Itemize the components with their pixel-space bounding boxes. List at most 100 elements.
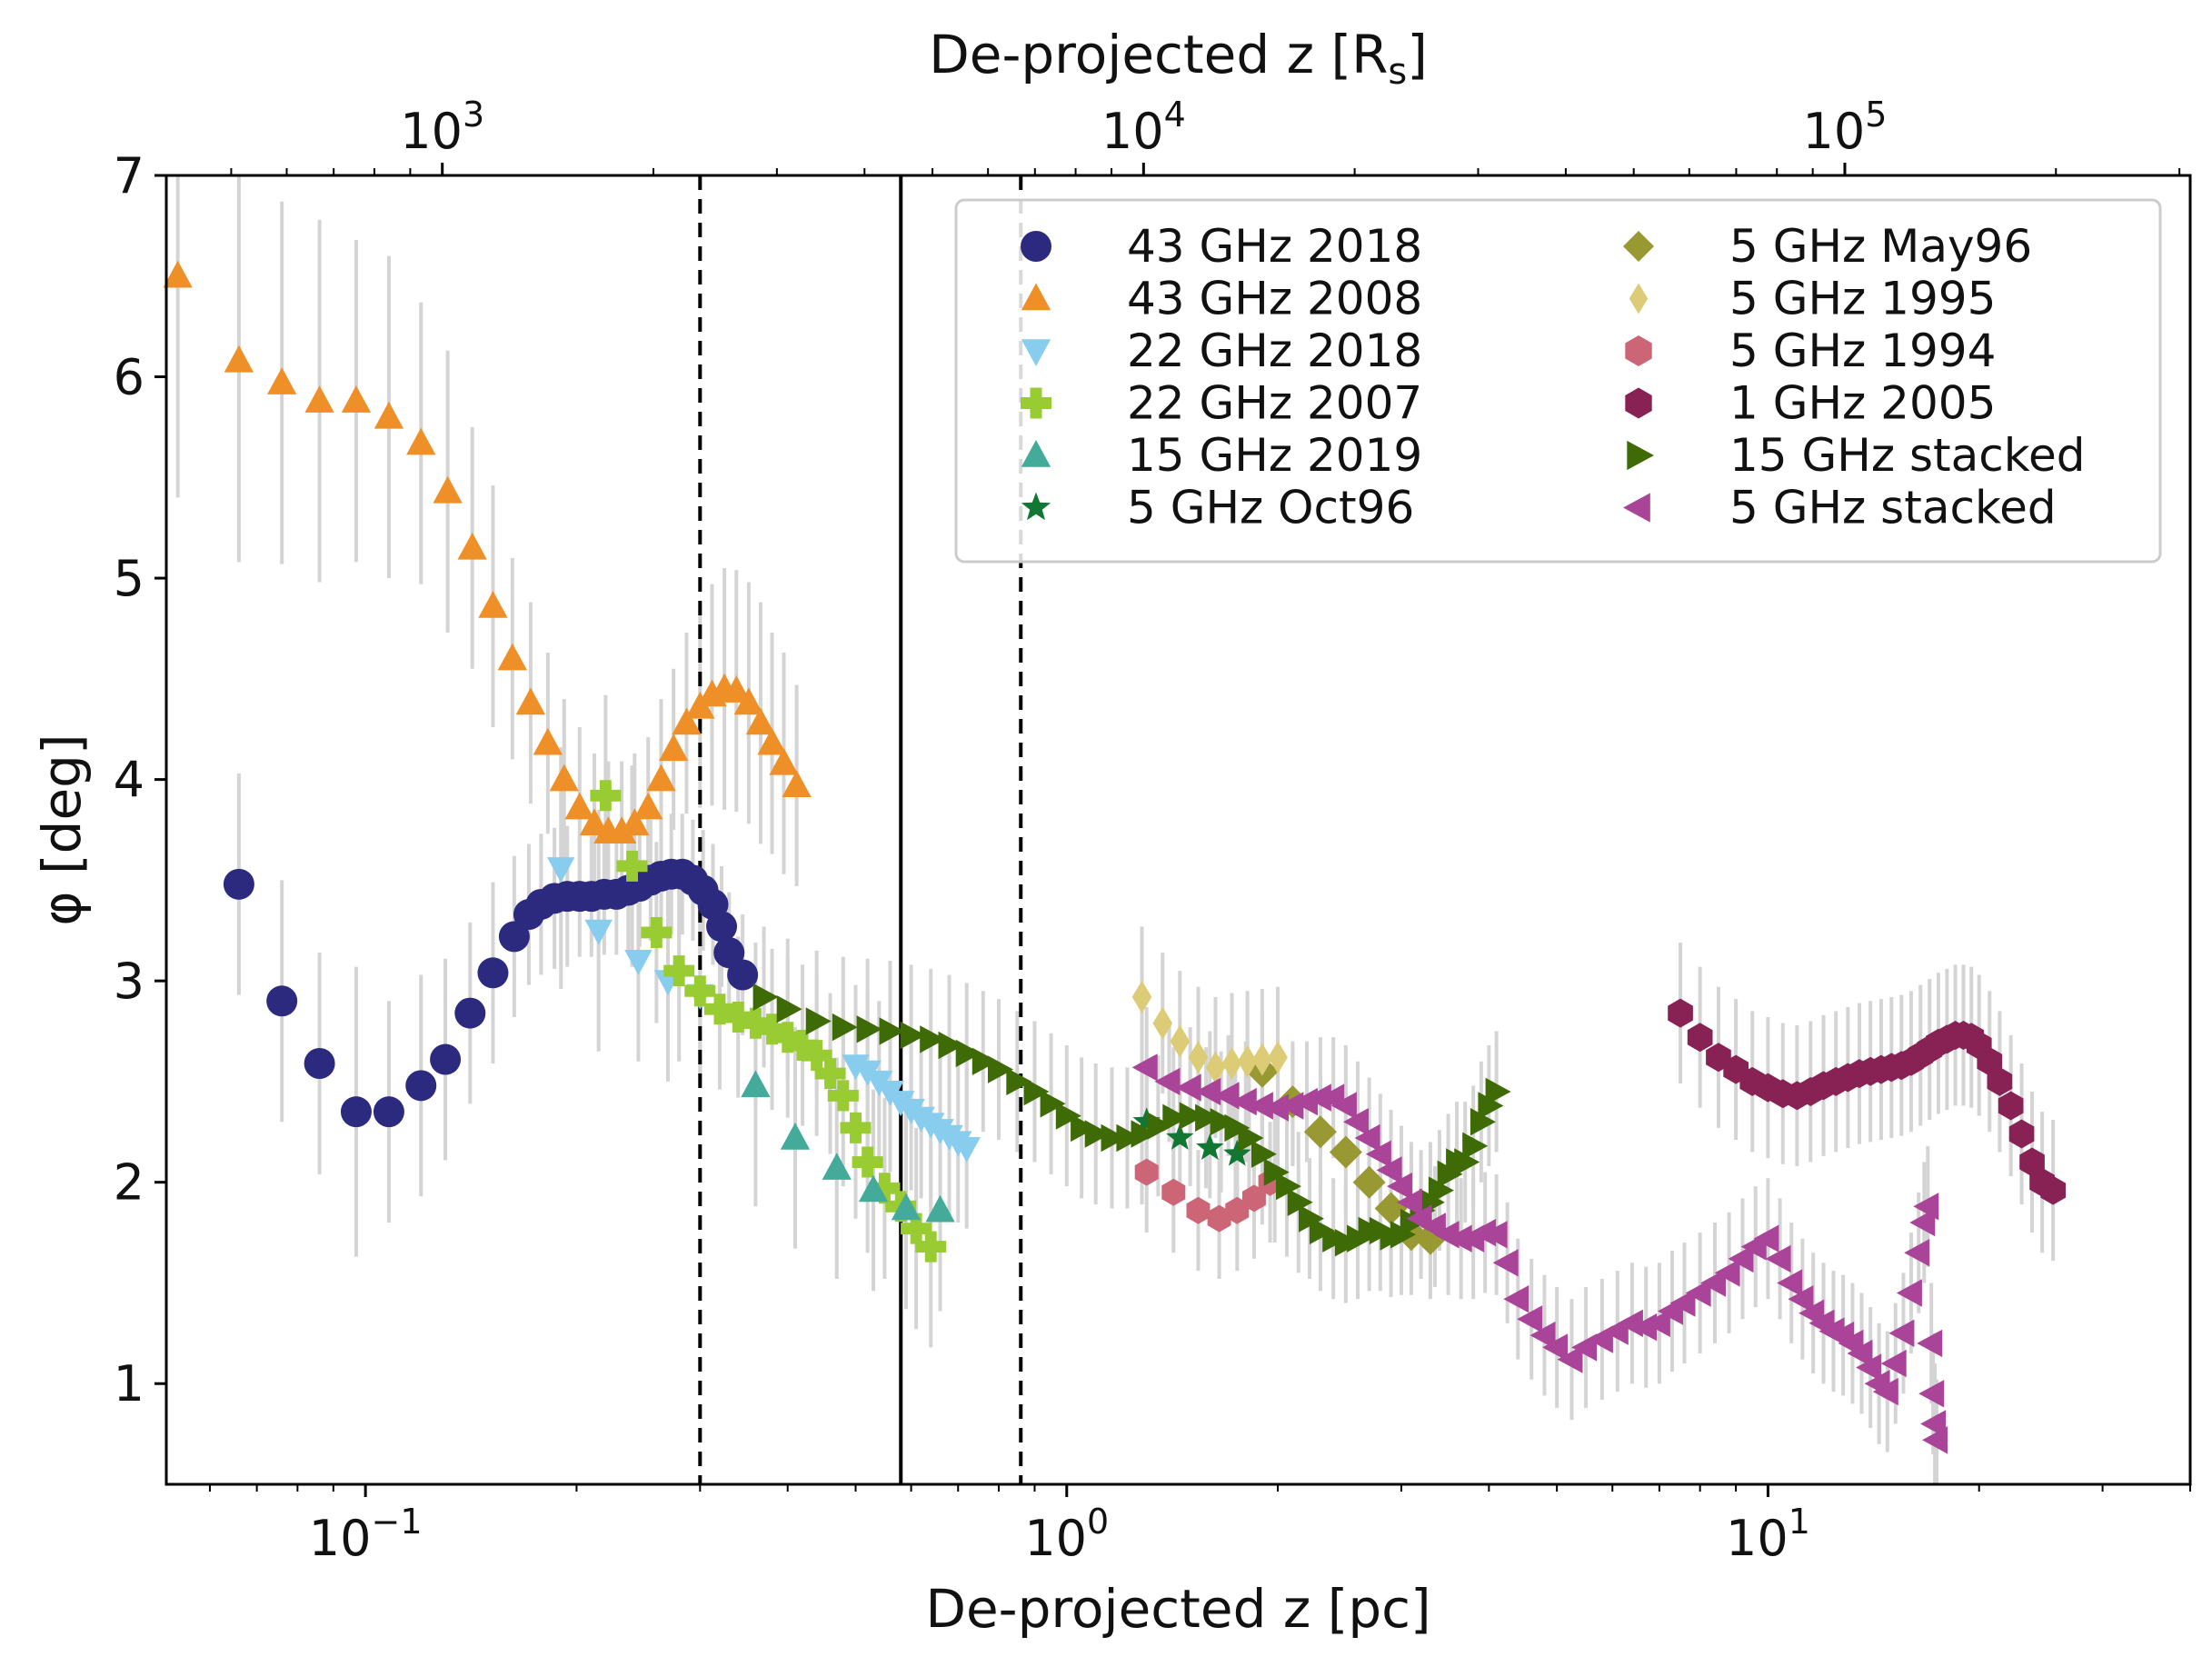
data-point — [1205, 1051, 1226, 1084]
data-point — [1365, 1140, 1391, 1168]
data-point — [1428, 1176, 1454, 1204]
data-point — [988, 1055, 1013, 1083]
data-point — [745, 707, 776, 735]
data-point — [1303, 1115, 1337, 1149]
data-point — [1210, 1108, 1236, 1136]
x-axis-label: De-projected z [pc] — [925, 1578, 1430, 1640]
top-axis-label: De-projected z [Rs] — [929, 24, 1428, 93]
data-point — [1188, 1041, 1209, 1074]
data-point — [869, 1173, 901, 1204]
data-point — [1481, 1221, 1508, 1249]
data-point — [1250, 1140, 1277, 1168]
top-axis-label-sub: s — [1388, 51, 1407, 93]
legend-frame — [954, 198, 2162, 564]
data-point — [684, 975, 716, 1007]
legend-marker — [1021, 440, 1051, 467]
data-point — [852, 1146, 883, 1178]
data-point — [827, 1080, 859, 1112]
data-point — [1268, 1041, 1288, 1074]
data-point — [341, 385, 372, 413]
data-point — [405, 1070, 437, 1102]
data-point — [713, 937, 745, 969]
series-43-ghz-2008 — [163, 260, 812, 843]
data-point — [822, 1153, 852, 1180]
y-axis-label: φ [deg] — [31, 734, 93, 925]
data-point — [590, 780, 622, 812]
top-tick-label: 103 — [400, 95, 484, 160]
data-point — [706, 911, 738, 943]
data-point — [579, 808, 610, 836]
data-point — [955, 1039, 981, 1068]
data-point — [858, 1174, 889, 1203]
data-point — [1896, 1279, 1922, 1307]
data-point — [756, 1013, 788, 1045]
top-tick-label: 105 — [1803, 95, 1888, 160]
data-point — [832, 1013, 858, 1042]
legend-label: 22 GHz 2018 — [1127, 324, 1422, 377]
data-point — [1132, 1107, 1161, 1134]
data-point — [801, 1040, 832, 1072]
data-point — [840, 1112, 872, 1143]
data-point — [703, 993, 735, 1025]
data-point — [891, 1193, 922, 1221]
data-point — [1454, 1148, 1480, 1176]
legend-marker — [1627, 440, 1654, 471]
legend-item: 15 GHz stacked — [1627, 429, 2085, 482]
data-point — [1179, 1102, 1205, 1130]
data-point — [1977, 1046, 2003, 1076]
data-point — [1006, 1067, 1032, 1096]
data-point — [223, 868, 254, 900]
data-point — [2019, 1147, 2045, 1177]
series-5-ghz-1995 — [1131, 980, 1288, 1084]
y-tick-label: 2 — [114, 1154, 144, 1212]
data-point — [952, 1137, 981, 1163]
legend-item: 5 GHz 1994 — [1625, 324, 1996, 377]
series-43-ghz-2018 — [223, 858, 759, 1128]
data-point — [1152, 1006, 1173, 1040]
data-point — [1131, 1053, 1158, 1082]
legend-item: 5 GHz May96 — [1623, 220, 2032, 273]
data-point — [1669, 1289, 1696, 1317]
data-point — [1557, 1345, 1583, 1373]
data-point — [1147, 1112, 1173, 1140]
data-point — [1918, 1380, 1945, 1408]
data-point — [727, 959, 759, 991]
data-point — [672, 707, 702, 735]
data-point — [879, 1017, 905, 1045]
series-15-ghz-2019 — [741, 1070, 955, 1223]
x-tick-label: 10−1 — [309, 1502, 423, 1567]
data-point — [477, 957, 509, 989]
legend-label: 5 GHz Oct96 — [1127, 482, 1414, 534]
data-point — [1668, 998, 1693, 1028]
data-point — [925, 1194, 955, 1223]
data-point — [1617, 1309, 1643, 1337]
data-point — [1278, 1092, 1304, 1120]
data-point — [733, 687, 763, 715]
legend-marker — [1021, 231, 1051, 262]
data-point — [549, 764, 579, 792]
top-axis-label-end: ] — [1407, 24, 1428, 85]
legend-marker — [1625, 387, 1652, 419]
legend-item: 43 GHz 2018 — [1021, 220, 1422, 273]
legend-label: 15 GHz stacked — [1729, 429, 2085, 482]
x-tick-label: 100 — [1024, 1502, 1109, 1567]
data-point — [1231, 1087, 1257, 1116]
data-point — [1542, 1333, 1569, 1362]
legend-label: 43 GHz 2018 — [1127, 220, 1422, 273]
legend-marker — [1625, 335, 1652, 366]
data-point — [641, 917, 673, 948]
y-tick-label: 7 — [114, 147, 144, 205]
data-point — [1263, 1093, 1290, 1122]
data-point — [1247, 1092, 1273, 1120]
data-point — [1195, 1077, 1221, 1106]
data-point — [1186, 1196, 1211, 1224]
data-point — [1922, 1426, 1948, 1454]
data-point — [1305, 1083, 1331, 1112]
data-point — [1872, 1377, 1898, 1406]
data-point — [1880, 1349, 1907, 1378]
data-point — [515, 687, 545, 715]
data-point — [1238, 1123, 1264, 1153]
data-point — [1221, 1047, 1242, 1080]
legend-marker — [1021, 339, 1051, 366]
